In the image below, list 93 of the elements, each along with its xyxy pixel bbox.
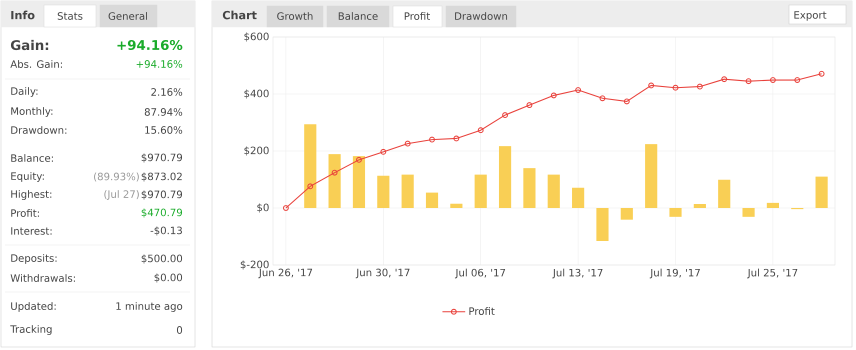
text: (89.93%) [94, 172, 139, 182]
text: 0 [176, 326, 182, 334]
bar [548, 174, 560, 208]
text: $873.02 [142, 172, 182, 182]
chart-title: Chart [222, 10, 257, 20]
bar [402, 174, 414, 208]
text: Withdrawals: [10, 274, 75, 282]
bar [596, 208, 609, 242]
text: Abs. Gain: [10, 60, 62, 68]
text: 15.60% [145, 126, 182, 134]
text: Export [794, 11, 826, 21]
bar [694, 204, 706, 208]
text: Daily: [11, 87, 38, 97]
text: Drawdown [455, 12, 508, 20]
bar [426, 192, 438, 208]
point [356, 156, 362, 163]
text: Balance [338, 12, 378, 20]
text: Info [11, 10, 34, 20]
bar [645, 144, 658, 208]
point [600, 95, 606, 102]
text: Profit [404, 12, 430, 20]
point [696, 84, 703, 90]
text: Stats [58, 12, 82, 20]
x-tick-label: Jun 26, '17 [258, 268, 312, 278]
point [672, 84, 678, 91]
text: Interest: [11, 227, 52, 235]
x-tick-label: Jul 25, '17 [747, 268, 798, 278]
point [307, 183, 314, 190]
point [770, 77, 776, 83]
text: Balance: [11, 154, 53, 162]
bar [450, 204, 462, 208]
y-tick-label: $400 [244, 89, 269, 99]
text: Deposits: [11, 254, 57, 264]
legend-label: Profit [469, 307, 495, 315]
point [624, 98, 630, 104]
text: Equity: [11, 172, 44, 182]
text: General [108, 12, 148, 20]
text: 2.16% [151, 88, 182, 96]
bar [523, 168, 536, 208]
y-tick-label: $-200 [240, 260, 269, 270]
text: Updated: [11, 302, 56, 312]
text: $470.79 [142, 208, 182, 218]
point [526, 102, 532, 108]
bar [766, 202, 780, 208]
x-tick-label: Jul 13, '17 [552, 268, 602, 278]
y-tick-label: $600 [244, 32, 269, 42]
bar [328, 154, 341, 208]
x-tick-label: Jun 30, '17 [356, 268, 410, 278]
bar [620, 208, 633, 220]
text: Highest: [11, 190, 52, 200]
text: $500.00 [142, 254, 182, 264]
text: $0.00 [154, 273, 182, 283]
bar [718, 180, 730, 208]
y-tick-label: $0 [257, 203, 269, 213]
point [721, 76, 728, 82]
point [550, 92, 557, 98]
bar [498, 146, 512, 208]
text: $970.79 [142, 153, 182, 163]
point [648, 82, 654, 88]
text: Monthly: [11, 107, 52, 117]
text: Tracking [10, 325, 52, 335]
point [332, 170, 338, 176]
text: $970.79 [142, 190, 182, 200]
point [453, 136, 460, 142]
text: (Jul 27) [104, 190, 139, 200]
bar [742, 208, 755, 217]
point [380, 148, 386, 155]
text: Profit: [11, 209, 39, 217]
point [794, 77, 800, 83]
point [404, 140, 411, 147]
x-tick-label: Jul 06, '17 [454, 268, 506, 278]
text: Gain: [10, 40, 48, 50]
bar [816, 176, 828, 208]
bar [304, 124, 316, 208]
point [502, 112, 508, 118]
text: 87.94% [144, 108, 182, 116]
y-tick-label: $200 [244, 146, 269, 156]
bar [352, 156, 366, 208]
point [575, 87, 582, 93]
point [429, 136, 435, 143]
text: 1 minute ago [116, 302, 182, 312]
x-tick-label: Jul 19, '17 [650, 268, 700, 278]
text: Drawdown: [11, 126, 66, 134]
bar [572, 188, 584, 208]
text: Growth [277, 12, 312, 20]
bar [669, 208, 682, 217]
bar [377, 176, 390, 208]
point [746, 78, 752, 84]
point [478, 127, 484, 134]
text: +94.16% [136, 60, 182, 68]
text: +94.16% [117, 40, 182, 50]
text: -$0.13 [150, 226, 182, 236]
bar [474, 174, 487, 208]
